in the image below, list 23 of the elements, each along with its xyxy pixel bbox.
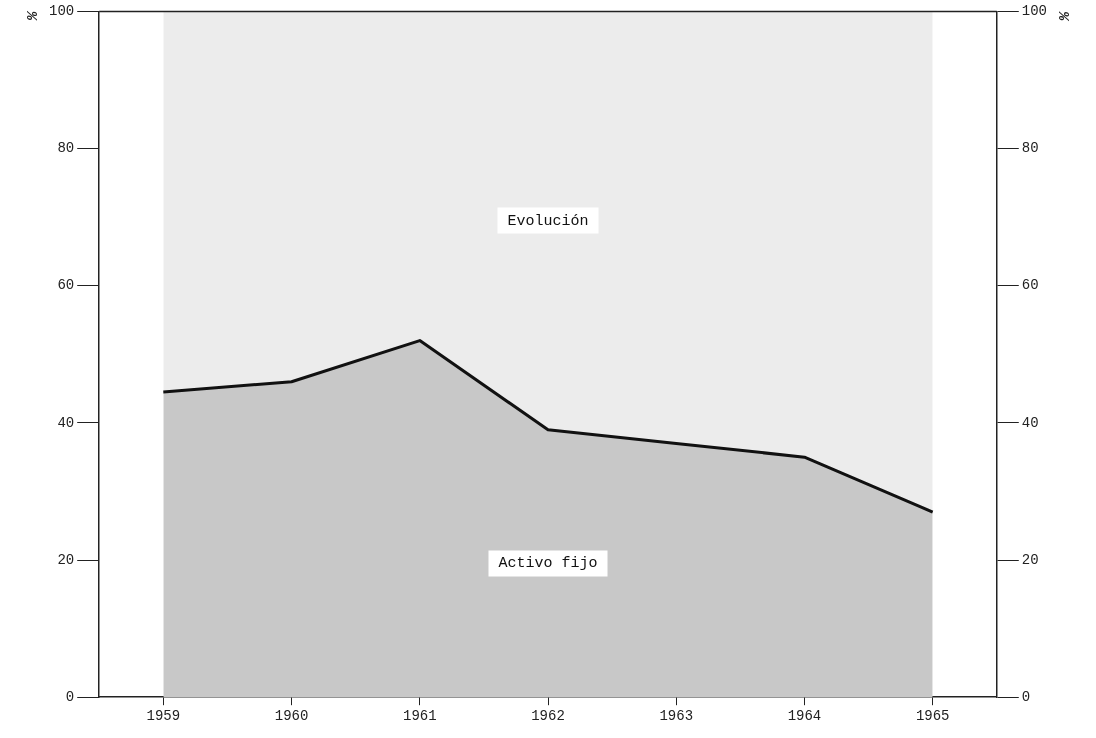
y2-tick-label: 80: [1021, 140, 1039, 157]
y-tick-label: 80: [57, 140, 75, 157]
y2-tick-label: 100: [1021, 3, 1048, 20]
y-tick-label: 40: [57, 414, 75, 431]
y2-tick-label: 0: [1021, 688, 1031, 705]
y2-tick-label: 40: [1021, 414, 1039, 431]
x-tick-label: 1965: [915, 708, 950, 725]
series-label: Evolución: [507, 212, 589, 230]
y-axis-title: %: [24, 10, 42, 22]
y2-tick-label: 20: [1021, 551, 1039, 568]
y-tick-label: 0: [65, 688, 75, 705]
y-tick-label: 100: [48, 3, 75, 20]
x-tick-label: 1960: [274, 708, 309, 725]
y2-axis-title: %: [1054, 10, 1072, 22]
series-label: Activo fijo: [498, 555, 598, 573]
x-tick-label: 1964: [787, 708, 822, 725]
y-tick-label: 60: [57, 277, 75, 294]
x-tick-label: 1961: [402, 708, 437, 725]
x-tick-label: 1962: [531, 708, 565, 725]
y2-tick-label: 60: [1021, 277, 1039, 294]
x-tick-label: 1963: [659, 708, 694, 725]
y-tick-label: 20: [57, 551, 75, 568]
x-tick-label: 1959: [146, 708, 181, 725]
